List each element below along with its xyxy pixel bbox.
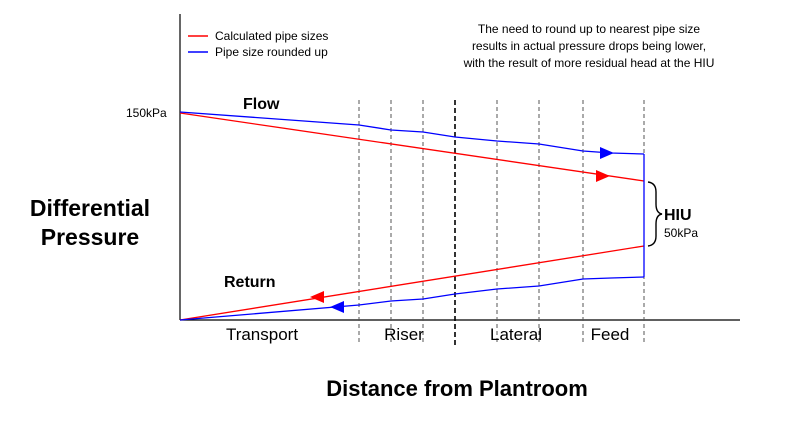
- section-lateral: Lateral: [490, 325, 542, 344]
- section-transport: Transport: [226, 325, 298, 344]
- note-line-2: results in actual pressure drops being l…: [472, 39, 706, 53]
- hiu-value-label: 50kPa: [664, 226, 698, 240]
- legend-rounded-label: Pipe size rounded up: [215, 45, 328, 59]
- calculated-flow-arrow: [596, 170, 610, 182]
- rounded-return-line: [179, 276, 645, 321]
- section-dividers: [358, 100, 645, 345]
- flow-label: Flow: [243, 96, 280, 113]
- y-axis-title-line-2: Pressure: [41, 224, 139, 250]
- legend: Calculated pipe sizes Pipe size rounded …: [188, 29, 328, 59]
- section-riser: Riser: [384, 325, 424, 344]
- note-line-1: The need to round up to nearest pipe siz…: [478, 22, 700, 36]
- y-tick-150kpa: 150kPa: [126, 106, 167, 120]
- return-label: Return: [224, 274, 276, 291]
- calculated-flow-line: [179, 112, 645, 182]
- hiu-brace: [647, 181, 663, 247]
- rounded-return-arrow: [330, 301, 344, 313]
- hiu-label: HIU: [664, 207, 692, 224]
- calculated-return-line: [179, 245, 645, 321]
- note-line-3: with the result of more residual head at…: [463, 56, 715, 70]
- rounded-flow-arrow: [600, 147, 614, 159]
- legend-calculated-label: Calculated pipe sizes: [215, 29, 328, 43]
- section-feed: Feed: [591, 325, 630, 344]
- y-axis-title-line-1: Differential: [30, 195, 150, 221]
- rounded-flow-line: [179, 111, 645, 155]
- calculated-return-arrow: [310, 291, 324, 303]
- x-axis-title: Distance from Plantroom: [326, 376, 588, 401]
